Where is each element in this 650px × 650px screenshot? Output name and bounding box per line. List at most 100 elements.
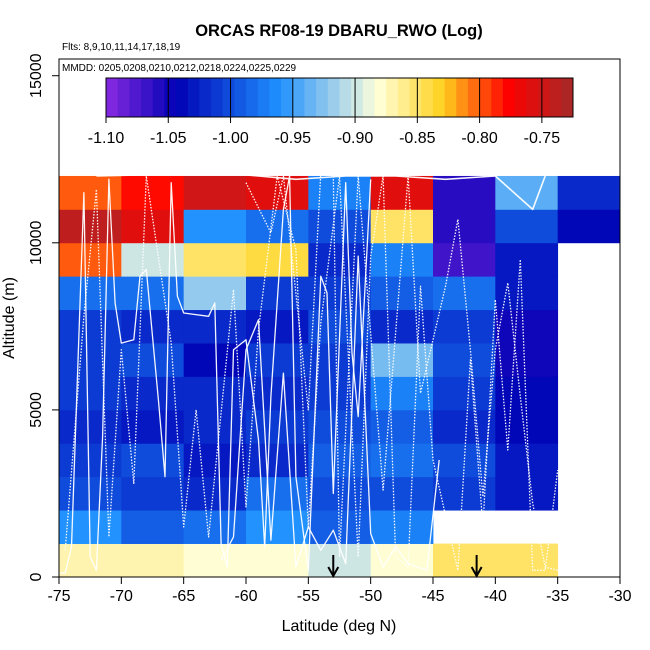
x-tick-label: -60 — [234, 588, 257, 605]
colorbar-segment — [479, 78, 492, 117]
heatmap-cell — [433, 409, 496, 444]
colorbar-segment — [444, 78, 457, 117]
heatmap-cell — [495, 343, 559, 377]
heatmap-cell — [183, 376, 247, 411]
colorbar-segment — [141, 78, 154, 117]
heatmap-cell — [495, 543, 559, 578]
x-tick-label: -45 — [421, 588, 444, 605]
heatmap-cell — [370, 409, 434, 444]
heatmap-cell — [370, 510, 434, 544]
plot-frame — [58, 58, 621, 578]
y-axis-label: Altitude (m) — [1, 277, 18, 359]
x-axis-label: Latitude (deg N) — [282, 618, 397, 635]
heatmap-cell — [183, 409, 247, 444]
colorbar-segment — [537, 78, 551, 117]
heatmap-cell — [183, 343, 247, 377]
heatmap-cell — [557, 175, 621, 210]
heatmap-cell — [121, 510, 185, 544]
colorbar-segment — [117, 78, 130, 117]
heatmap-cell — [495, 209, 559, 244]
colorbar-tick-label: -0.85 — [399, 130, 436, 147]
heatmap-cell — [433, 476, 496, 511]
heatmap-cell — [246, 343, 309, 377]
x-tick-label: -75 — [47, 588, 70, 605]
heatmap-cell — [183, 175, 247, 210]
colorbar-segment — [526, 78, 539, 117]
y-tick-label: 0 — [28, 572, 45, 581]
heatmap-cell — [246, 376, 309, 411]
colorbar-segment — [176, 78, 189, 117]
colorbar-segment — [514, 78, 527, 117]
colorbar-tick-label: -0.95 — [275, 130, 312, 147]
heatmap-cell — [246, 543, 309, 578]
colorbar-segment — [421, 78, 434, 117]
colorbar-segment — [316, 78, 329, 117]
colorbar: -1.10 -1.05 -1.00 -0.95 -0.90 -0.85 -0.80 -0.75 — [88, 77, 574, 147]
heatmap-cell — [433, 543, 496, 578]
heatmap-cell — [246, 242, 309, 277]
colorbar-segment — [456, 78, 469, 117]
heatmap-cell — [246, 209, 309, 244]
heatmap-cell — [59, 343, 122, 377]
colorbar-segment — [304, 78, 317, 117]
heatmap-cell — [59, 409, 122, 444]
heatmap-cell — [495, 476, 559, 511]
colorbar-segment — [386, 78, 399, 117]
heatmap-cell — [308, 409, 372, 444]
colorbar-segment — [199, 78, 212, 117]
flight-tracks — [59, 171, 559, 574]
heatmap-cell — [308, 443, 372, 478]
y-tick-label: 10000 — [28, 220, 45, 265]
marker-arrow-head — [470, 566, 483, 579]
x-tick-label: -50 — [359, 588, 382, 605]
y-tick-label: 5000 — [28, 392, 45, 428]
heatmap-cell — [121, 476, 185, 511]
x-tick-label: -40 — [484, 588, 507, 605]
heatmap-cell — [59, 376, 122, 411]
colorbar-segment — [292, 78, 305, 117]
colorbar-segment — [327, 78, 340, 117]
y-axis: 0 5000 10000 15000 — [28, 53, 59, 581]
heatmap-cell — [308, 510, 372, 544]
colorbar-segment — [129, 78, 142, 117]
heatmap-cell — [183, 443, 247, 478]
heatmap-cell — [370, 309, 434, 344]
heatmap-cell — [308, 376, 372, 411]
marker-arrow-head — [327, 566, 340, 579]
heatmap-cell — [59, 443, 122, 478]
mmdd-label: MMDD: 0205,0208,0210,0212,0218,0224,0225… — [62, 63, 297, 74]
heatmap-cell — [370, 343, 434, 377]
x-tick-label: -70 — [110, 588, 133, 605]
colorbar-segment — [152, 78, 165, 117]
colorbar-segment — [502, 78, 516, 117]
flight-track — [59, 175, 372, 574]
colorbar-segment — [187, 78, 200, 117]
heatmap-cell — [183, 510, 247, 544]
heatmap-cell — [433, 276, 496, 311]
colorbar-tick-label: -0.90 — [337, 130, 374, 147]
colorbar-segment — [211, 78, 224, 117]
colorbar-segment — [409, 78, 422, 117]
heatmap-cell — [59, 309, 122, 344]
heatmap-cell — [370, 209, 434, 244]
heatmap-cell — [308, 276, 372, 311]
flights-label: Flts: 8,9,10,11,14,17,18,19 — [62, 42, 181, 53]
heatmap-cell — [370, 476, 434, 511]
y-tick-label: 15000 — [28, 53, 45, 98]
heatmap-cell — [246, 510, 309, 544]
x-tick-label: -55 — [297, 588, 320, 605]
colorbar-segment — [164, 78, 177, 117]
colorbar-segment — [362, 78, 376, 117]
flight-track — [96, 171, 546, 211]
heatmap-cell — [495, 242, 559, 277]
latitude-markers — [327, 555, 483, 579]
heatmap-cell — [308, 242, 372, 277]
heatmap-cell — [59, 276, 122, 311]
heatmap-cell — [308, 209, 372, 244]
colorbar-segment — [549, 78, 562, 117]
heatmap-cell — [121, 409, 185, 444]
colorbar-segment — [222, 78, 235, 117]
colorbar-segment — [491, 78, 504, 117]
heatmap-cell — [433, 343, 496, 377]
colorbar-segment — [397, 78, 411, 117]
